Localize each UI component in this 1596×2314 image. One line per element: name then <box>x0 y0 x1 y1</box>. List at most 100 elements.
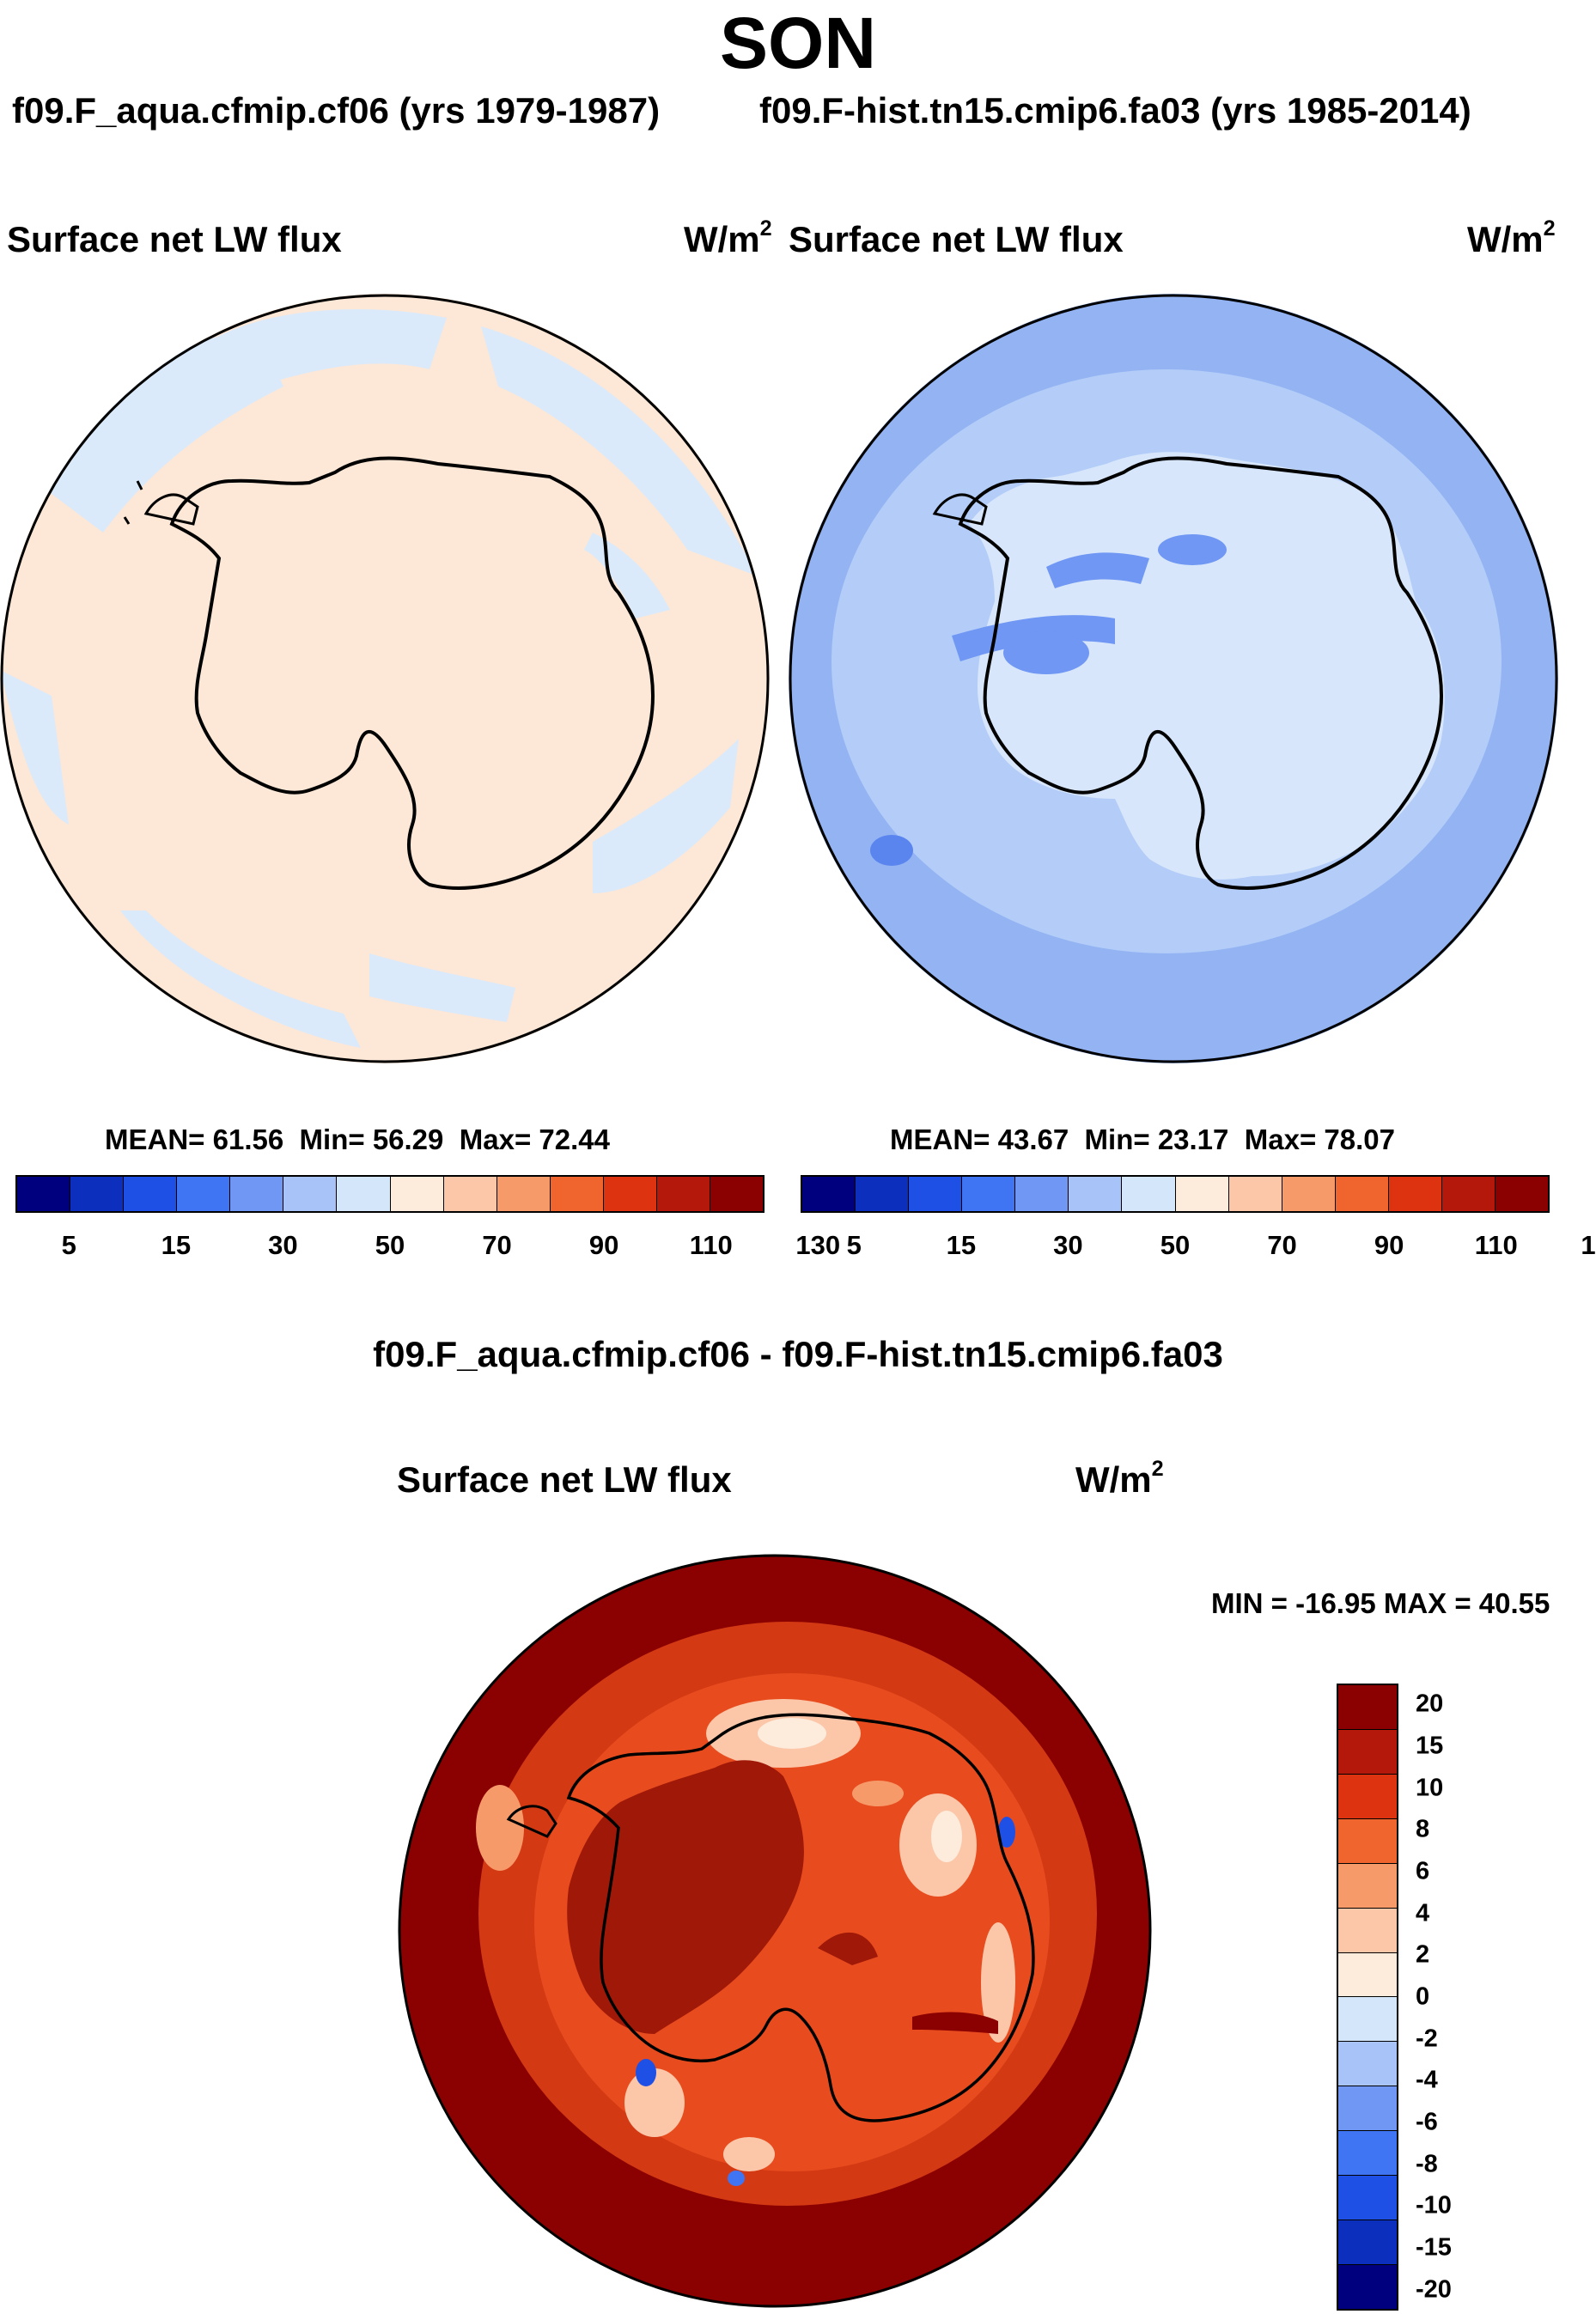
colorbar-label: -20 <box>1416 2275 1452 2304</box>
colorbar-swatch <box>1338 2264 1397 2309</box>
colorbar-label: 130 <box>795 1230 841 1260</box>
left-stats: MEAN= 61.56 Min= 56.29 Max= 72.44 <box>105 1124 610 1155</box>
left-run-title: f09.F_aqua.cfmip.cf06 (yrs 1979-1987) <box>12 90 661 131</box>
colorbar-label: 15 <box>946 1230 977 1260</box>
colorbar-label: 30 <box>1053 1230 1083 1260</box>
left-panel-units: W/m2 <box>684 216 772 259</box>
colorbar-swatch <box>1388 1177 1442 1211</box>
colorbar-swatch <box>1338 2220 1397 2265</box>
colorbar-label: 130 <box>1581 1230 1596 1260</box>
colorbar-label: 15 <box>1416 1732 1444 1760</box>
diff-colorbar <box>1337 1684 1398 2311</box>
colorbar-label: -6 <box>1416 2108 1438 2136</box>
colorbar-label: 2 <box>1416 1940 1430 1969</box>
left-panel-variable: Surface net LW flux <box>7 219 342 259</box>
colorbar-swatch <box>1338 2131 1397 2177</box>
left-map-ocean-fill <box>0 294 770 1063</box>
colorbar-label: 20 <box>1416 1690 1444 1718</box>
colorbar-label: 90 <box>1374 1230 1404 1260</box>
colorbar-swatch <box>17 1177 71 1211</box>
colorbar-swatch <box>710 1177 764 1211</box>
colorbar-swatch <box>1122 1177 1176 1211</box>
colorbar-swatch <box>802 1177 856 1211</box>
left-colorbar-labels: 5 15 30 50 70 90 110 130 <box>15 1230 840 1261</box>
colorbar-swatch <box>1338 1908 1397 1953</box>
colorbar-label: 50 <box>375 1230 405 1260</box>
colorbar-label: 10 <box>1416 1774 1444 1802</box>
colorbar-swatch <box>124 1177 178 1211</box>
colorbar-label: 70 <box>1267 1230 1297 1260</box>
diff-map-coastal-highlights <box>476 1699 1015 2186</box>
colorbar-swatch <box>1338 2176 1397 2221</box>
colorbar-swatch <box>1338 2042 1397 2087</box>
diff-minmax: MIN = -16.95 MAX = 40.55 <box>1211 1587 1550 1619</box>
colorbar-swatch <box>1282 1177 1336 1211</box>
colorbar-label: 0 <box>1416 1982 1430 2011</box>
colorbar-swatch <box>70 1177 125 1211</box>
colorbar-swatch <box>337 1177 391 1211</box>
colorbar-swatch <box>1441 1177 1496 1211</box>
colorbar-swatch <box>390 1177 444 1211</box>
right-map <box>789 294 1558 1063</box>
colorbar-swatch <box>656 1177 711 1211</box>
colorbar-label: 5 <box>61 1230 76 1260</box>
colorbar-label: -10 <box>1416 2191 1452 2220</box>
right-colorbar <box>801 1175 1550 1213</box>
colorbar-label: 4 <box>1416 1899 1430 1927</box>
diff-map-antarctica-coastline <box>566 1713 1035 2122</box>
diff-map <box>398 1554 1152 2308</box>
diff-colorbar-labels: 20 15 10 8 6 4 2 0 -2 -4 -6 -8 -10 -15 -20 <box>1416 1684 1519 2311</box>
colorbar-label: 8 <box>1416 1815 1430 1843</box>
left-map-antarctica-coastline <box>169 456 655 890</box>
left-map-cool-patches <box>0 309 756 1048</box>
left-map <box>0 294 770 1063</box>
colorbar-swatch <box>177 1177 231 1211</box>
right-run-title: f09.F-hist.tn15.cmip6.fa03 (yrs 1985-201… <box>759 90 1471 131</box>
colorbar-label: -8 <box>1416 2150 1438 2178</box>
colorbar-swatch <box>1015 1177 1069 1211</box>
right-map-antarctica-coastline <box>958 456 1444 890</box>
diff-title: f09.F_aqua.cfmip.cf06 - f09.F-hist.tn15.… <box>373 1334 1223 1374</box>
colorbar-swatch <box>283 1177 338 1211</box>
colorbar-swatch <box>230 1177 284 1211</box>
colorbar-swatch <box>1069 1177 1123 1211</box>
colorbar-swatch <box>1338 1818 1397 1864</box>
colorbar-swatch <box>1338 1863 1397 1909</box>
right-panel-units: W/m2 <box>1467 216 1556 259</box>
left-colorbar <box>15 1175 764 1213</box>
right-panel-variable: Surface net LW flux <box>789 219 1124 259</box>
colorbar-swatch <box>1175 1177 1229 1211</box>
right-stats: MEAN= 43.67 Min= 23.17 Max= 78.07 <box>890 1124 1395 1155</box>
colorbar-label: -2 <box>1416 2025 1438 2053</box>
colorbar-label: 5 <box>846 1230 862 1260</box>
colorbar-swatch <box>1338 1685 1397 1730</box>
colorbar-swatch <box>1338 1729 1397 1775</box>
colorbar-label: -15 <box>1416 2233 1452 2262</box>
colorbar-swatch <box>603 1177 657 1211</box>
colorbar-swatch <box>1335 1177 1389 1211</box>
colorbar-label: 30 <box>268 1230 298 1260</box>
diff-map-antarctica-interior <box>567 1760 804 2034</box>
colorbar-label: 70 <box>482 1230 512 1260</box>
colorbar-swatch <box>1338 2086 1397 2132</box>
colorbar-swatch <box>496 1177 551 1211</box>
colorbar-swatch <box>1338 1952 1397 1998</box>
colorbar-swatch <box>1338 1997 1397 2043</box>
right-colorbar-labels: 5 15 30 50 70 90 110 130 <box>801 1230 1596 1261</box>
colorbar-swatch <box>962 1177 1016 1211</box>
colorbar-label: 50 <box>1160 1230 1191 1260</box>
colorbar-label: 90 <box>588 1230 619 1260</box>
colorbar-label: 110 <box>1474 1230 1518 1260</box>
colorbar-swatch <box>1495 1177 1549 1211</box>
diff-panel-variable: Surface net LW flux <box>397 1459 732 1500</box>
colorbar-label: 110 <box>689 1230 733 1260</box>
colorbar-swatch <box>1228 1177 1282 1211</box>
colorbar-swatch <box>856 1177 910 1211</box>
colorbar-swatch <box>550 1177 604 1211</box>
season-title: SON <box>719 3 877 83</box>
colorbar-label: -4 <box>1416 2066 1438 2094</box>
diff-panel-units: W/m2 <box>1075 1457 1164 1500</box>
colorbar-swatch <box>1338 1774 1397 1819</box>
colorbar-label: 15 <box>161 1230 192 1260</box>
colorbar-swatch <box>443 1177 497 1211</box>
